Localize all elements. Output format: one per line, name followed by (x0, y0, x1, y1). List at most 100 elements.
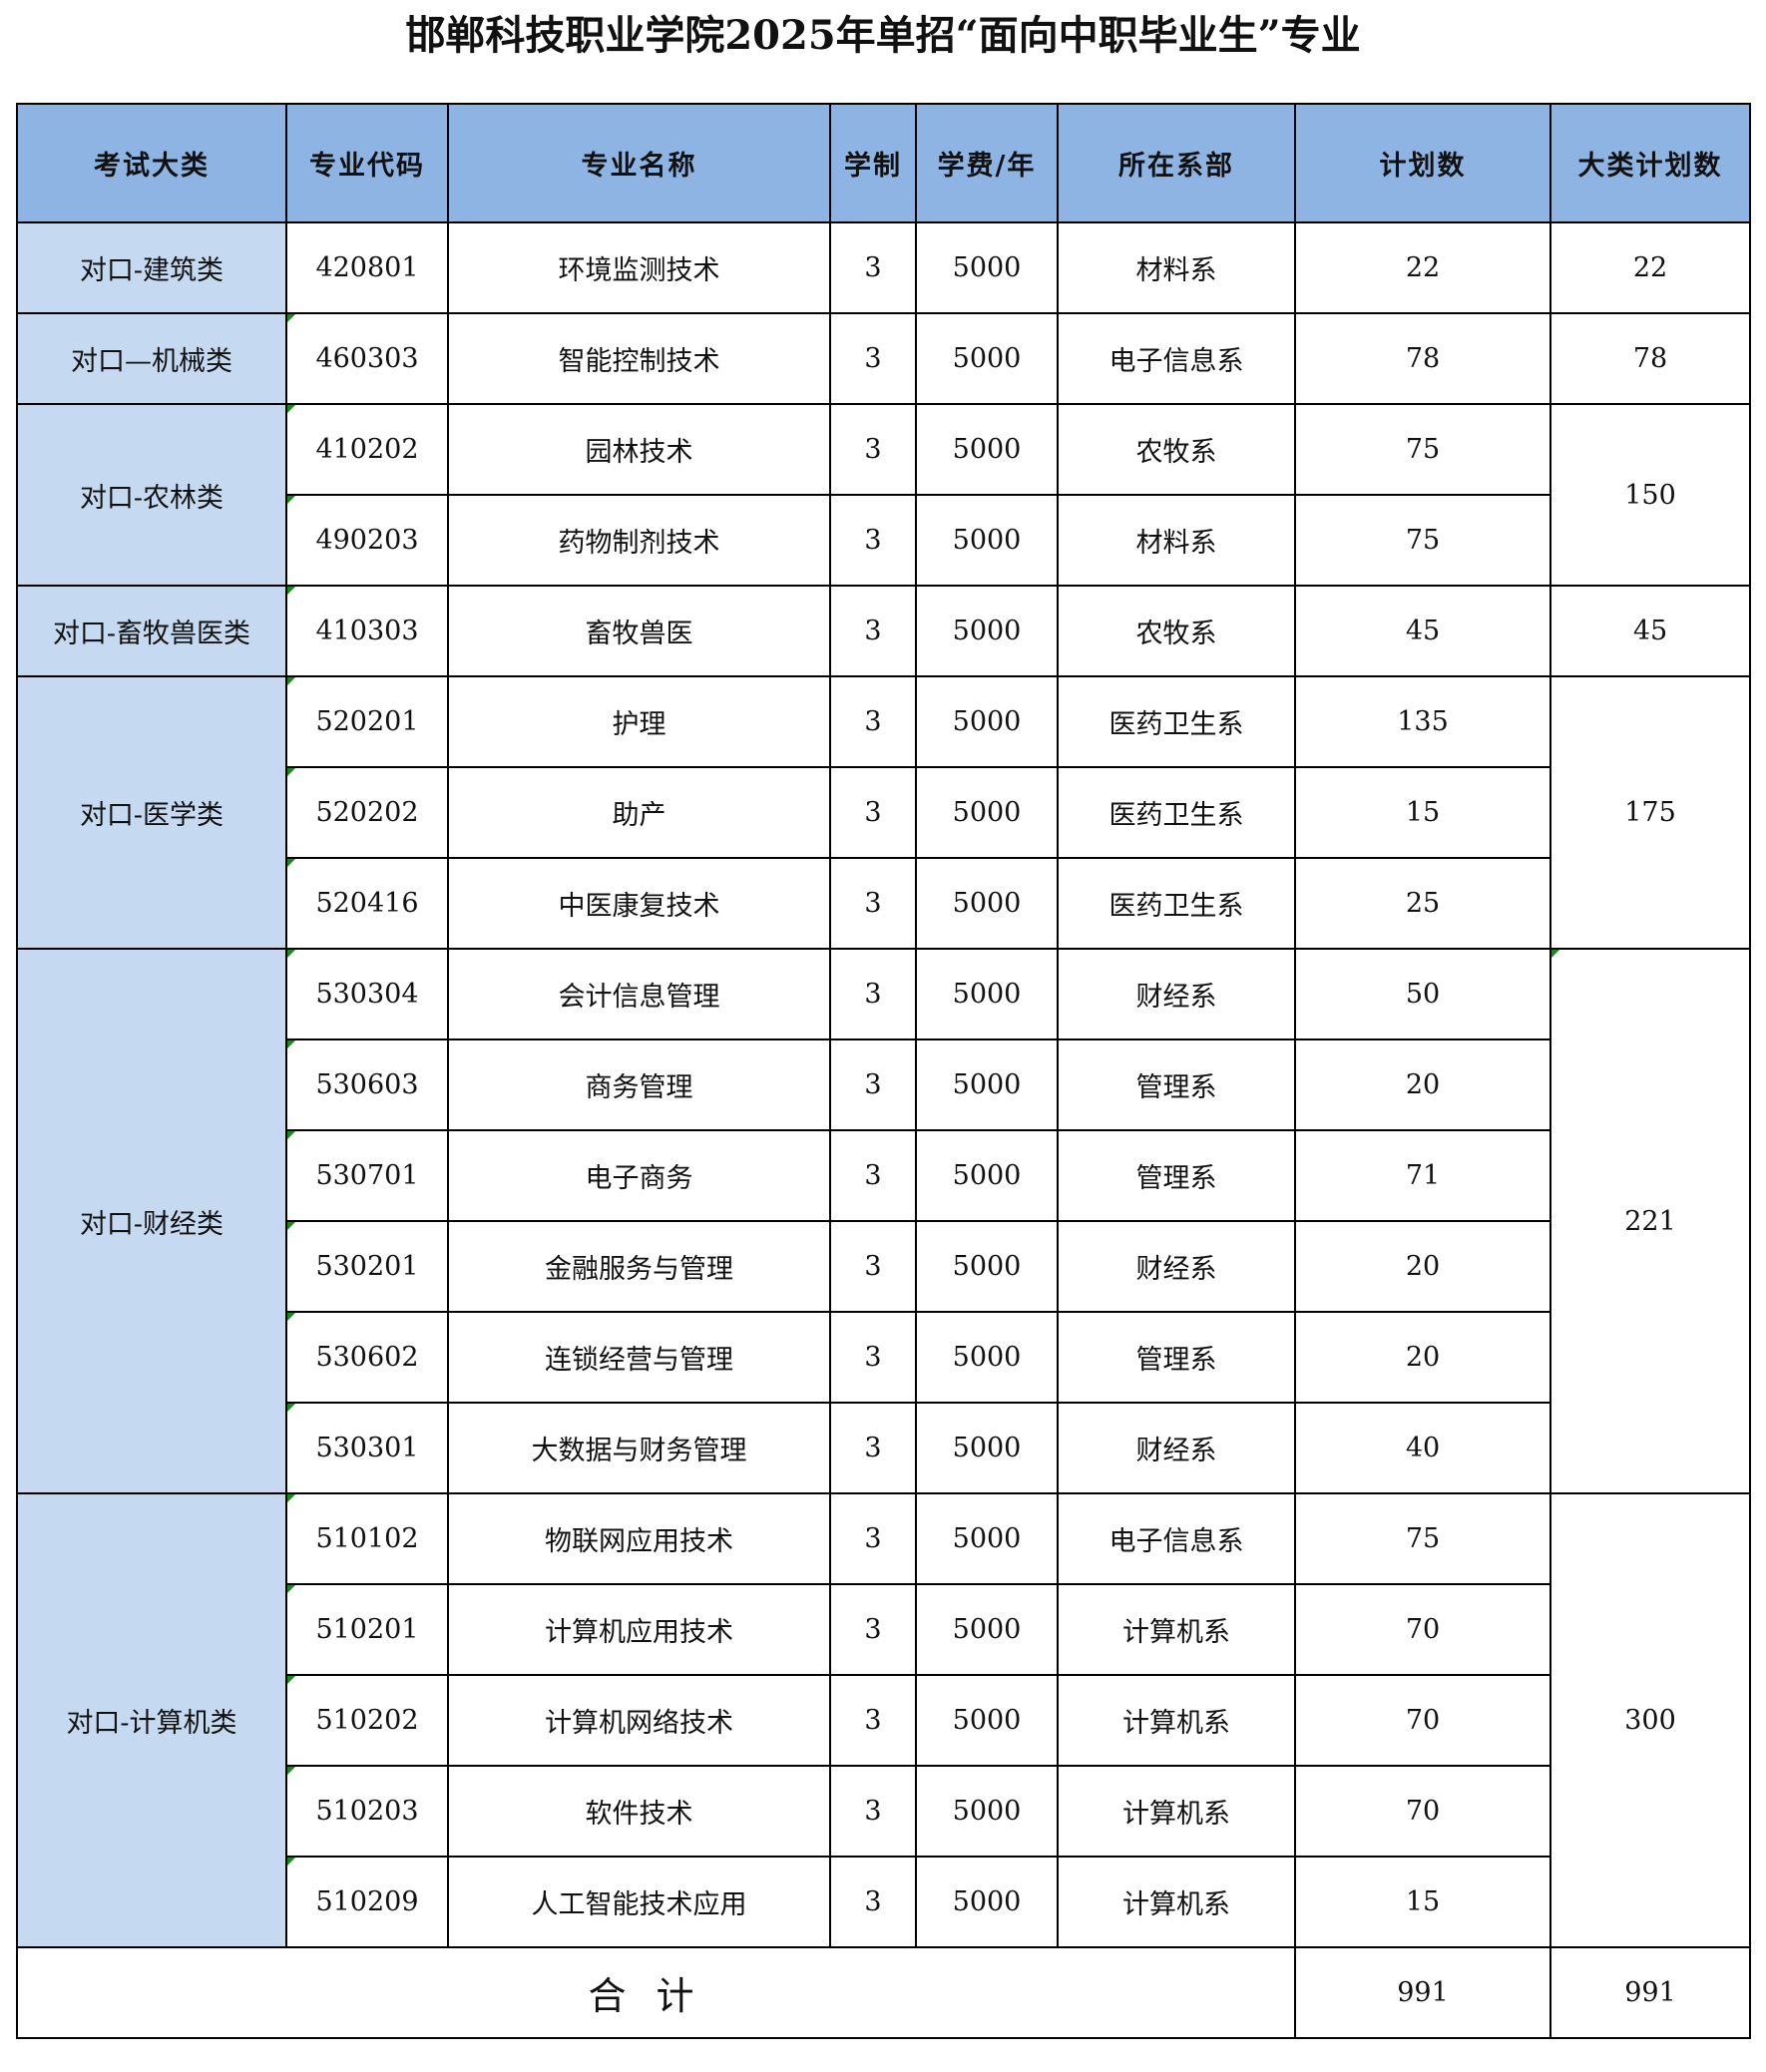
cell-plan-count: 135 (1294, 675, 1551, 768)
cell-department: 医药卫生系 (1057, 857, 1296, 950)
cell-duration: 3 (829, 403, 917, 496)
cell-major-code: 530701 (285, 1129, 449, 1222)
cell-major-name: 人工智能技术应用 (447, 1856, 831, 1948)
cell-department: 财经系 (1057, 1402, 1296, 1494)
cell-major-code: 520202 (285, 766, 449, 859)
cell-tuition: 5000 (915, 1129, 1059, 1222)
cell-plan-count: 20 (1294, 1038, 1551, 1131)
cell-exam-category: 对口-农林类 (16, 403, 287, 587)
table-row: 对口-计算机类 510102 物联网应用技术 3 5000 电子信息系 75 300 (16, 1492, 1751, 1948)
cell-exam-category: 对口-计算机类 (16, 1492, 287, 1948)
cell-department: 材料系 (1057, 221, 1296, 314)
cell-duration: 3 (829, 1674, 917, 1767)
cell-department: 电子信息系 (1057, 1492, 1296, 1585)
cell-major-code: 520416 (285, 857, 449, 950)
cell-duration: 3 (829, 1583, 917, 1676)
cell-duration: 3 (829, 221, 917, 314)
cell-duration: 3 (829, 1129, 917, 1222)
table-row: 530603 商务管理 3 5000 管理系 20 (17, 1038, 1750, 1131)
cell-department: 财经系 (1057, 1220, 1296, 1313)
table-row: 490203 药物制剂技术 3 5000 材料系 75 (17, 494, 1750, 587)
cell-plan-count: 70 (1294, 1765, 1551, 1858)
total-plan-count: 991 (1294, 1946, 1551, 2039)
cell-category-plan-count: 221 (1549, 948, 1751, 1494)
cell-tuition: 5000 (915, 1038, 1059, 1131)
cell-category-plan-count: 45 (1549, 585, 1751, 677)
cell-plan-count: 45 (1294, 585, 1551, 677)
cell-category-plan-count: 175 (1549, 675, 1751, 950)
header-duration: 学制 (829, 103, 917, 223)
table-row: 510203 软件技术 3 5000 计算机系 70 (17, 1765, 1750, 1858)
cell-department: 农牧系 (1057, 403, 1296, 496)
cell-major-name: 电子商务 (447, 1129, 831, 1222)
total-label: 合计 (588, 1974, 724, 2018)
header-exam-category: 考试大类 (16, 103, 287, 223)
cell-tuition: 5000 (915, 221, 1059, 314)
cell-duration: 3 (829, 1402, 917, 1494)
cell-major-code: 460303 (285, 312, 449, 405)
header-department: 所在系部 (1057, 103, 1296, 223)
header-plan-count: 计划数 (1294, 103, 1551, 223)
cell-exam-category: 对口-畜牧兽医类 (16, 585, 287, 677)
table-row: 对口-财经类 530304 会计信息管理 3 5000 财经系 50 221 (16, 948, 1751, 1494)
cell-duration: 3 (829, 766, 917, 859)
cell-department: 材料系 (1057, 494, 1296, 587)
cell-tuition: 5000 (915, 948, 1059, 1040)
cell-major-name: 计算机应用技术 (447, 1583, 831, 1676)
cell-major-name: 物联网应用技术 (447, 1492, 831, 1585)
cell-duration: 3 (829, 1492, 917, 1585)
cell-duration: 3 (829, 1220, 917, 1313)
cell-plan-count: 15 (1294, 1856, 1551, 1948)
cell-plan-count: 70 (1294, 1674, 1551, 1767)
cell-duration: 3 (829, 1856, 917, 1948)
cell-major-name: 畜牧兽医 (447, 585, 831, 677)
cell-tuition: 5000 (915, 1311, 1059, 1404)
cell-exam-category: 对口—机械类 (16, 312, 287, 405)
cell-major-code: 490203 (285, 494, 449, 587)
cell-major-name: 环境监测技术 (447, 221, 831, 314)
cell-tuition: 5000 (915, 585, 1059, 677)
cell-major-name: 园林技术 (447, 403, 831, 496)
cell-duration: 3 (829, 857, 917, 950)
cell-duration: 3 (829, 1765, 917, 1858)
table-row: 对口-医学类 520201 护理 3 5000 医药卫生系 135 175 (16, 675, 1751, 950)
cell-major-name: 中医康复技术 (447, 857, 831, 950)
cell-department: 农牧系 (1057, 585, 1296, 677)
cell-plan-count: 20 (1294, 1220, 1551, 1313)
cell-department: 计算机系 (1057, 1583, 1296, 1676)
cell-plan-count: 20 (1294, 1311, 1551, 1404)
header-tuition: 学费/年 (915, 103, 1059, 223)
header-category-plan-count: 大类计划数 (1549, 103, 1751, 223)
cell-exam-category: 对口-财经类 (16, 948, 287, 1494)
table-row: 对口-农林类 410202 园林技术 3 5000 农牧系 75 150 (16, 403, 1751, 587)
cell-category-plan-count: 300 (1549, 1492, 1751, 1948)
total-row: 合计 991 991 (16, 1946, 1751, 2039)
enrollment-table: 考试大类 专业代码 专业名称 学制 学费/年 所在系部 计划数 大类计划数 对口-建筑类 420… (16, 103, 1751, 2039)
cell-major-name: 助产 (447, 766, 831, 859)
cell-tuition: 5000 (915, 494, 1059, 587)
cell-tuition: 5000 (915, 1765, 1059, 1858)
table-row: 530701 电子商务 3 5000 管理系 71 (17, 1129, 1750, 1222)
cell-category-plan-count: 22 (1549, 221, 1751, 314)
cell-tuition: 5000 (915, 312, 1059, 405)
cell-major-code: 530602 (285, 1311, 449, 1404)
cell-exam-category: 对口-建筑类 (16, 221, 287, 314)
cell-plan-count: 71 (1294, 1129, 1551, 1222)
table-row: 510202 计算机网络技术 3 5000 计算机系 70 (17, 1674, 1750, 1767)
cell-duration: 3 (829, 1311, 917, 1404)
cell-major-code: 510201 (285, 1583, 449, 1676)
cell-department: 计算机系 (1057, 1765, 1296, 1858)
header-major-code: 专业代码 (285, 103, 449, 223)
cell-major-code: 510209 (285, 1856, 449, 1948)
table-row: 530301 大数据与财务管理 3 5000 财经系 40 (17, 1402, 1750, 1494)
cell-major-name: 连锁经营与管理 (447, 1311, 831, 1404)
cell-tuition: 5000 (915, 1220, 1059, 1313)
cell-plan-count: 40 (1294, 1402, 1551, 1494)
cell-duration: 3 (829, 675, 917, 768)
cell-department: 管理系 (1057, 1038, 1296, 1131)
cell-major-name: 会计信息管理 (447, 948, 831, 1040)
total-label-cell: 合计 (16, 1946, 1296, 2039)
cell-major-name: 大数据与财务管理 (447, 1402, 831, 1494)
total-category-plan-count: 991 (1549, 1946, 1751, 2039)
cell-department: 管理系 (1057, 1129, 1296, 1222)
